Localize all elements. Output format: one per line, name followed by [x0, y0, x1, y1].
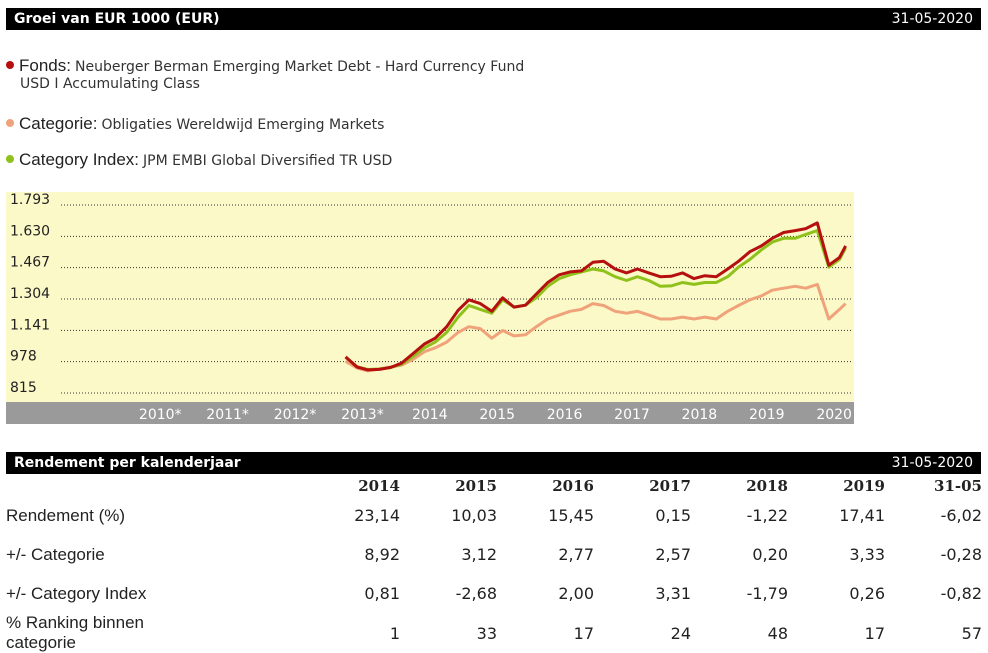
- table-cell: 57: [961, 623, 982, 643]
- legend-value-categorie: Obligaties Wereldwijd Emerging Markets: [101, 117, 385, 133]
- table-row: % Ranking binnen categorie 1 33 17 24 48…: [0, 613, 982, 653]
- table-cell: 2,57: [655, 545, 691, 564]
- table-row: +/- Categorie 8,92 3,12 2,77 2,57 0,20 3…: [0, 535, 982, 574]
- table-cell: 3,31: [655, 584, 691, 603]
- legend-value2-fonds: USD I Accumulating Class: [20, 76, 200, 92]
- legend-key-index: Category Index:: [19, 150, 140, 169]
- table-cell: 17,41: [839, 506, 885, 525]
- y-tick-label: 1.304: [10, 286, 50, 302]
- legend-key-fonds: Fonds:: [19, 56, 71, 75]
- table-cell: -2,68: [455, 584, 497, 603]
- table-cell: -0,82: [940, 584, 982, 603]
- growth-title: Groei van EUR 1000 (EUR): [14, 11, 220, 27]
- col-2015: 2015: [455, 477, 497, 495]
- table-cell: 33: [476, 623, 497, 643]
- series-line-categorie: [344, 282, 847, 373]
- table-cell: 3,33: [849, 545, 885, 564]
- col-ytd: 31-05: [934, 477, 982, 495]
- returns-header: Rendement per kalenderjaar 31-05-2020: [6, 452, 981, 474]
- x-tick-label: 2019: [749, 407, 785, 423]
- table-cell: 3,12: [461, 545, 497, 564]
- table-cell: 0,81: [364, 584, 400, 603]
- col-2016: 2016: [552, 477, 594, 495]
- table-cell: 48: [767, 623, 788, 643]
- legend-index: Category Index: JPM EMBI Global Diversifi…: [6, 150, 392, 170]
- table-cell: -6,02: [940, 506, 982, 525]
- table-cell: -1,22: [746, 506, 788, 525]
- legend-dot-fonds: [6, 61, 14, 69]
- table-cell: -0,28: [940, 545, 982, 564]
- x-tick-label: 2014: [412, 407, 448, 423]
- row-label: Rendement (%): [6, 505, 126, 525]
- table-cell: 0,20: [752, 545, 788, 564]
- legend-dot-categorie: [6, 119, 14, 127]
- growth-header: Groei van EUR 1000 (EUR) 31-05-2020: [6, 8, 981, 30]
- y-tick-label: 1.793: [10, 192, 50, 208]
- table-cell: 17: [573, 623, 594, 643]
- table-cell: 15,45: [548, 506, 594, 525]
- plot-background: [6, 192, 854, 402]
- table-cell: 8,92: [364, 545, 400, 564]
- legend-dot-index: [6, 155, 14, 163]
- legend-value-index: JPM EMBI Global Diversified TR USD: [143, 153, 393, 169]
- col-2018: 2018: [746, 477, 788, 495]
- y-tick-label: 978: [10, 349, 37, 365]
- x-tick-label: 2011*: [206, 407, 249, 423]
- table-cell: 24: [670, 623, 691, 643]
- table-cell: -1,79: [746, 584, 788, 603]
- x-tick-label: 2018: [682, 407, 718, 423]
- returns-table: 2014 2015 2016 2017 2018 2019 31-05 Rend…: [0, 476, 982, 653]
- x-tick-label: 2016: [547, 407, 583, 423]
- legend-fonds: Fonds: Neuberger Berman Emerging Market D…: [6, 56, 524, 92]
- x-tick-label: 2013*: [341, 407, 384, 423]
- series-line-category-index: [344, 229, 847, 371]
- legend-categorie: Categorie: Obligaties Wereldwijd Emerging…: [6, 114, 384, 134]
- table-cell: 1: [389, 623, 400, 643]
- table-row: Rendement (%) 23,14 10,03 15,45 0,15 -1,…: [0, 496, 982, 535]
- returns-corner: [0, 476, 206, 496]
- y-tick-label: 815: [10, 380, 37, 396]
- x-tick-label: 2020: [816, 407, 852, 423]
- x-axis-band: [6, 402, 854, 424]
- table-cell: 10,03: [451, 506, 497, 525]
- x-tick-label: 2012*: [274, 407, 317, 423]
- x-tick-label: 2010*: [139, 407, 182, 423]
- row-label: +/- Category Index: [6, 583, 147, 603]
- table-cell: 0,15: [655, 506, 691, 525]
- y-tick-label: 1.630: [10, 223, 50, 239]
- table-row: +/- Category Index 0,81 -2,68 2,00 3,31 …: [0, 574, 982, 613]
- table-cell: 0,26: [849, 584, 885, 603]
- x-tick-label: 2017: [614, 407, 650, 423]
- returns-title: Rendement per kalenderjaar: [14, 455, 241, 471]
- row-label: +/- Categorie: [6, 544, 105, 564]
- growth-date: 31-05-2020: [891, 11, 973, 27]
- x-tick-label: 2015: [479, 407, 515, 423]
- returns-header-row: 2014 2015 2016 2017 2018 2019 31-05: [0, 476, 982, 496]
- series-line-fonds: [344, 221, 847, 372]
- legend-key-categorie: Categorie:: [19, 114, 98, 133]
- col-2019: 2019: [843, 477, 885, 495]
- row-label: % Ranking binnen categorie: [6, 613, 144, 652]
- table-cell: 17: [864, 623, 885, 643]
- y-tick-label: 1.141: [10, 317, 50, 333]
- growth-chart: 1.793 1.630 1.467 1.304 1.141 978 815 2010* 2011…: [6, 192, 854, 424]
- table-cell: 2,00: [558, 584, 594, 603]
- col-2017: 2017: [649, 477, 691, 495]
- returns-date: 31-05-2020: [891, 455, 973, 471]
- legend-value-fonds: Neuberger Berman Emerging Market Debt - …: [74, 59, 525, 75]
- y-tick-label: 1.467: [10, 255, 50, 271]
- table-cell: 2,77: [558, 545, 594, 564]
- table-cell: 23,14: [354, 506, 400, 525]
- col-2014: 2014: [358, 477, 400, 495]
